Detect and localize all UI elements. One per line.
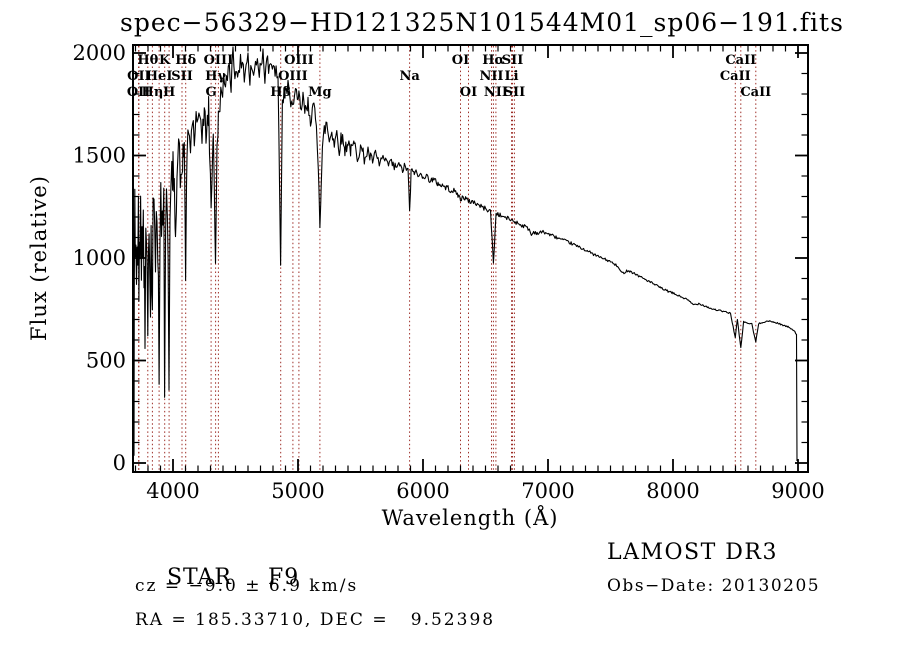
spectral-line-label: Hη (142, 85, 164, 100)
spectral-line-label: OIII (204, 53, 234, 68)
spectral-line-label: OII (127, 85, 151, 100)
spectrum-trace (133, 46, 798, 462)
object-subclass: F9 (267, 565, 300, 590)
spectral-line-label: OII (127, 69, 151, 84)
y-tick-label: 1500 (73, 144, 126, 168)
spectral-line-label: SII (502, 53, 524, 68)
y-tick-label: 2000 (73, 41, 126, 65)
spectral-line-label: CaII (720, 69, 751, 84)
plot-title: spec−56329−HD121325N101544M01_sp06−191.f… (120, 8, 844, 37)
plot-frame (132, 44, 809, 473)
spectral-line-label: Hγ (205, 69, 226, 84)
y-tick-label: 1000 (73, 246, 126, 270)
x-tick-label: 4000 (146, 479, 199, 503)
spectral-line-label: Hα (482, 53, 504, 68)
ra-dec-line: RA = 185.33710, DEC = 9.52398 (135, 610, 496, 630)
spectral-line-label: SII (504, 85, 526, 100)
spectral-line-label: G (206, 85, 217, 100)
spectral-line-label: NII (484, 85, 508, 100)
spectral-line-label: Hθ (137, 53, 158, 68)
spectral-line-label: Na (399, 69, 420, 84)
spectral-line-label: CaII (725, 53, 756, 68)
spectral-line-label: OI (460, 85, 477, 100)
spectral-line-label: Li (504, 69, 518, 84)
x-axis-title: Wavelength (Å) (381, 506, 559, 530)
spectral-line-label: OIII (278, 69, 308, 84)
x-tick-label: 5000 (271, 479, 324, 503)
y-tick-label: 500 (86, 349, 126, 373)
y-tick-label: 0 (113, 451, 126, 475)
spectral-line-label: HeI (146, 69, 173, 84)
spectral-line-label: SII (171, 69, 193, 84)
survey-label: LAMOST DR3 (607, 540, 778, 565)
spectral-line-label: H (163, 85, 175, 100)
x-tick-label: 7000 (521, 479, 574, 503)
object-class: STAR (166, 565, 232, 590)
obs-date-label: Obs−Date: 20130205 (607, 576, 821, 596)
spectral-line-label: OI (452, 53, 469, 68)
spectral-line-label: Hδ (175, 53, 196, 68)
cz-velocity-line: cz = −9.0 ± 6.9 km/s (135, 576, 359, 596)
object-class-line: STAR F9 (135, 540, 299, 615)
x-tick-label: 8000 (646, 479, 699, 503)
x-tick-label: 6000 (396, 479, 449, 503)
spectral-line-label: CaII (740, 85, 771, 100)
spectral-line-label: K (159, 53, 171, 68)
spectral-line-label: NII (479, 69, 503, 84)
spectral-line-label: Hβ (270, 85, 291, 100)
spectral-line-label: OIII (284, 53, 314, 68)
x-tick-label: 9000 (771, 479, 824, 503)
spectral-line-label: Mg (308, 85, 331, 100)
